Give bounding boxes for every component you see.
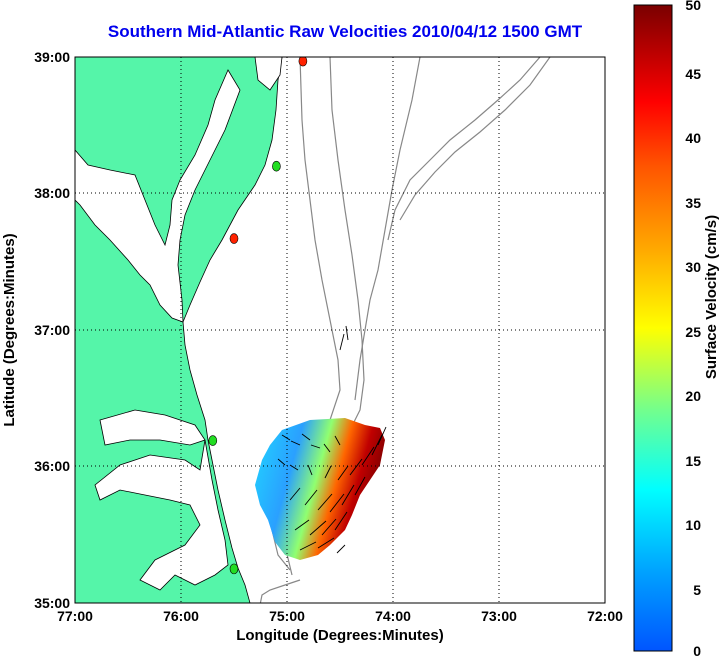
y-tick: 38:00	[34, 185, 70, 201]
y-axis-label: Latitude (Degrees:Minutes)	[1, 233, 18, 426]
colorbar-tick: 5	[693, 582, 701, 598]
colorbar-tick: 15	[685, 453, 701, 469]
x-tick: 76:00	[163, 608, 199, 624]
colorbar-label: Surface Velocity (cm/s)	[703, 215, 720, 379]
colorbar-ticks: 50 45 40 35 30 25 20 15 10 5 0	[685, 0, 701, 659]
station-marker	[208, 435, 218, 446]
station-marker	[272, 160, 281, 172]
colorbar	[633, 4, 673, 652]
y-tick: 36:00	[34, 458, 70, 474]
y-tick: 39:00	[34, 49, 70, 65]
grid-lines	[75, 57, 605, 603]
chesapeake-bay	[75, 69, 241, 323]
x-tick: 73:00	[481, 608, 517, 624]
y-tick: 35:00	[34, 595, 70, 611]
colorbar-tick: 30	[685, 259, 701, 275]
station-marker	[229, 563, 239, 575]
colorbar-tick: 20	[685, 388, 701, 404]
station-markers	[208, 57, 308, 575]
y-tick: 37:00	[34, 322, 70, 338]
map-frame	[74, 56, 606, 604]
colorbar-tick: 40	[685, 130, 701, 146]
colorbar-tick: 35	[685, 195, 701, 211]
x-tick: 72:00	[587, 608, 623, 624]
albemarle-sound	[99, 409, 206, 446]
colorbar-tick: 45	[685, 66, 701, 82]
station-marker	[229, 233, 239, 244]
colorbar-tick: 0	[693, 643, 701, 659]
x-axis-label: Longitude (Degrees:Minutes)	[236, 627, 444, 644]
x-tick: 75:00	[269, 608, 305, 624]
x-tick: 77:00	[57, 608, 93, 624]
colorbar-tick: 10	[685, 517, 701, 533]
map-title: Southern Mid-Atlantic Raw Velocities 201…	[107, 22, 583, 41]
delaware-bay	[254, 57, 283, 91]
pamlico-sound	[94, 439, 229, 591]
y-tick-labels: 39:00 38:00 37:00 36:00 35:00	[34, 49, 70, 611]
x-tick-labels: 77:00 76:00 75:00 74:00 73:00 72:00	[57, 608, 623, 624]
colorbar-tick: 50	[685, 0, 701, 13]
colorbar-tick: 25	[685, 324, 701, 340]
station-marker	[298, 57, 308, 67]
velocity-vectors	[277, 325, 387, 554]
x-tick: 74:00	[375, 608, 411, 624]
